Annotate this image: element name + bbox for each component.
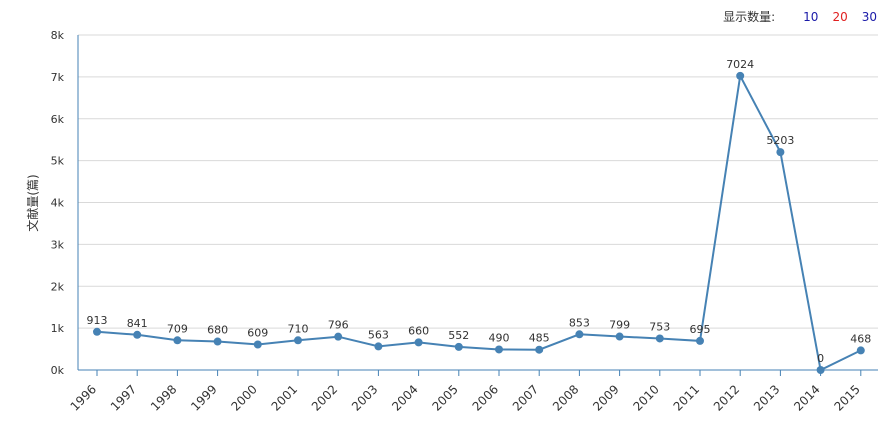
grid-lines [78,34,878,329]
x-axis: 1996 1997 1998 1999 2000 2001 2002 2003 2004 2005… [68,369,878,414]
data-point[interactable] [173,336,182,345]
data-point[interactable] [253,340,262,349]
display-count-control: 显示数量: 10 20 30 [723,8,877,25]
x-tick-label: 2014 [791,382,822,413]
data-point[interactable] [414,338,423,347]
data-label: 660 [408,324,429,337]
y-tick-label: 0k [51,364,65,377]
data-label: 799 [609,319,630,332]
y-axis-label: 文献量(篇) [25,174,40,231]
y-tick-label: 2k [51,280,65,293]
x-tick-label: 2007 [510,382,541,413]
data-label: 796 [328,319,349,332]
data-point[interactable] [736,71,745,80]
data-label: 680 [207,324,228,337]
data-label: 485 [529,332,550,345]
x-tick-label: 2006 [470,382,501,413]
data-point[interactable] [374,342,383,351]
x-tick-label: 2003 [349,382,380,413]
x-tick-label: 2010 [630,382,661,413]
x-tick-label: 2002 [309,382,340,413]
data-point[interactable] [133,330,142,339]
y-tick-label: 5k [51,155,65,168]
data-point[interactable] [575,330,584,339]
y-tick-label: 8k [51,29,65,42]
data-label: 7024 [726,58,754,71]
data-labels: 913 841 709 680 609 710 796 563 660 552 490 485 853 7… [87,58,872,365]
y-tick-label: 7k [51,71,65,84]
y-tick-label: 1k [51,322,65,335]
data-label: 5203 [766,134,794,147]
x-tick-label: 2001 [269,382,300,413]
data-point[interactable] [294,336,302,345]
y-tick-label: 3k [51,238,65,251]
data-point[interactable] [495,345,503,354]
data-label: 913 [87,314,108,327]
display-count-label: 显示数量: [723,10,776,24]
x-tick-label: 2013 [751,382,782,413]
y-tick-label: 6k [51,113,65,126]
display-count-option-30[interactable]: 30 [861,9,877,24]
data-label: 468 [850,332,871,345]
data-point[interactable] [213,337,222,346]
series-path [96,72,862,372]
x-tick-label: 2004 [389,382,420,413]
series-line [93,71,865,374]
data-point[interactable] [816,366,825,374]
x-tick-label: 2000 [228,382,259,413]
data-point[interactable] [776,148,785,157]
data-point[interactable] [856,346,865,355]
data-label: 563 [368,328,389,341]
x-tick-label: 1999 [188,382,219,413]
x-tick-label: 2012 [711,382,742,413]
y-tick-label: 4k [51,197,65,210]
data-label: 853 [569,316,590,329]
data-label: 0 [817,352,824,365]
data-point[interactable] [454,342,463,351]
data-label: 490 [489,331,510,344]
x-tick-label: 2011 [671,382,702,413]
data-point[interactable] [334,332,343,341]
data-point[interactable] [615,332,624,341]
x-tick-label: 2008 [550,382,581,413]
x-tick-label: 1997 [108,382,139,413]
data-point[interactable] [696,336,704,345]
data-label: 709 [167,322,188,335]
data-label: 552 [448,329,469,342]
data-label: 695 [690,323,711,336]
data-point[interactable] [93,327,101,336]
x-tick-label: 2015 [831,382,862,413]
data-label: 841 [127,317,148,330]
display-count-option-20[interactable]: 20 [832,9,848,24]
x-tick-label: 2005 [429,382,460,413]
data-point[interactable] [535,345,544,354]
x-tick-label: 1998 [148,382,179,413]
data-label: 753 [649,320,670,333]
data-label: 710 [288,322,309,335]
x-tick-label: 1996 [68,382,99,413]
y-axis: 0k 1k 2k 3k 4k 5k 6k 7k 8k [51,29,79,377]
x-tick-label: 2009 [590,382,621,413]
data-point[interactable] [655,334,664,343]
data-label: 609 [247,326,268,339]
display-count-option-10[interactable]: 10 [803,9,819,24]
